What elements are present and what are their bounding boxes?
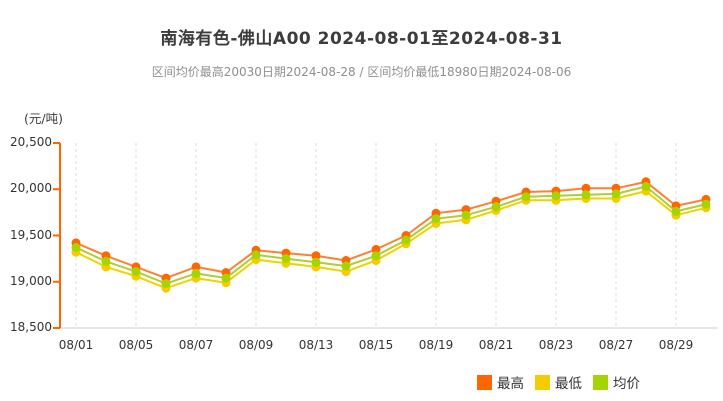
data-point-均价-08/19: [431, 214, 441, 224]
legend: 最高 最低 均价: [477, 372, 640, 392]
data-point-均价-08/29: [671, 206, 681, 216]
x-tick-label: 08/13: [298, 338, 334, 352]
y-tick-label: 19,500: [10, 227, 52, 242]
data-point-均价-08/23: [551, 191, 561, 201]
x-tick-label: 08/19: [418, 338, 454, 352]
x-tick-label: 08/09: [238, 338, 274, 352]
legend-swatch-icon: [535, 374, 550, 390]
legend-swatch-icon: [477, 374, 492, 390]
data-point-均价-08/21: [491, 202, 501, 212]
x-tick-label: 08/21: [478, 338, 514, 352]
series-line-最高: [75, 180, 707, 280]
y-tick-label: 19,000: [10, 273, 52, 288]
y-tick-label: 20,500: [10, 135, 52, 149]
legend-label: 均价: [613, 376, 640, 392]
y-tick-label: 20,000: [10, 181, 52, 196]
data-point-均价-08/15: [371, 251, 381, 261]
x-tick-label: 08/05: [118, 338, 154, 352]
x-tick-label: 08/29: [658, 338, 694, 352]
data-point-均价-08/22: [521, 192, 531, 202]
x-tick-label: 08/15: [358, 338, 394, 352]
x-tick-label: 08/01: [58, 338, 94, 352]
series-line-最低: [75, 190, 707, 290]
data-point-均价-08/07: [191, 268, 201, 278]
legend-label: 最低: [555, 376, 582, 392]
data-point-最高-08/26: [581, 183, 591, 193]
legend-item-均价[interactable]: 均价: [593, 372, 640, 392]
data-point-均价-08/27: [611, 189, 621, 199]
data-point-均价-08/13: [311, 257, 321, 267]
legend-item-最高[interactable]: 最高: [477, 372, 524, 392]
data-point-均价-08/30: [701, 199, 711, 209]
y-tick-label: 18,500: [10, 320, 52, 334]
data-point-最高-08/07: [191, 262, 201, 272]
data-point-最高-08/15: [371, 244, 381, 254]
data-point-均价-08/09: [251, 250, 261, 260]
legend-item-最低[interactable]: 最低: [535, 372, 582, 392]
x-tick-label: 08/23: [538, 338, 574, 352]
data-point-均价-08/05: [131, 267, 141, 277]
data-point-均价-08/12: [281, 254, 291, 264]
data-point-最高-08/13: [311, 251, 321, 261]
chart-subtitle: 区间均价最高20030日期2024-08-28 / 区间均价最低18980日期2…: [151, 65, 572, 79]
chart-title: 南海有色-佛山A00 2024-08-01至2024-08-31: [160, 29, 563, 49]
x-tick-label: 08/07: [178, 338, 214, 352]
x-tick-label: 08/27: [598, 338, 634, 352]
legend-label: 最高: [497, 376, 524, 392]
data-point-均价-08/28: [641, 182, 651, 191]
y-axis-unit-label: (元/吨): [24, 111, 63, 126]
data-point-均价-08/06: [161, 279, 171, 289]
data-point-均价-08/01: [71, 243, 81, 252]
series-line-均价: [75, 185, 707, 285]
data-point-均价-08/16: [401, 235, 411, 245]
legend-swatch-icon: [593, 374, 608, 390]
data-point-均价-08/14: [341, 261, 351, 271]
data-point-均价-08/02: [101, 256, 111, 266]
data-point-均价-08/26: [581, 190, 591, 200]
data-point-均价-08/20: [461, 210, 471, 220]
data-point-均价-08/08: [221, 273, 231, 283]
